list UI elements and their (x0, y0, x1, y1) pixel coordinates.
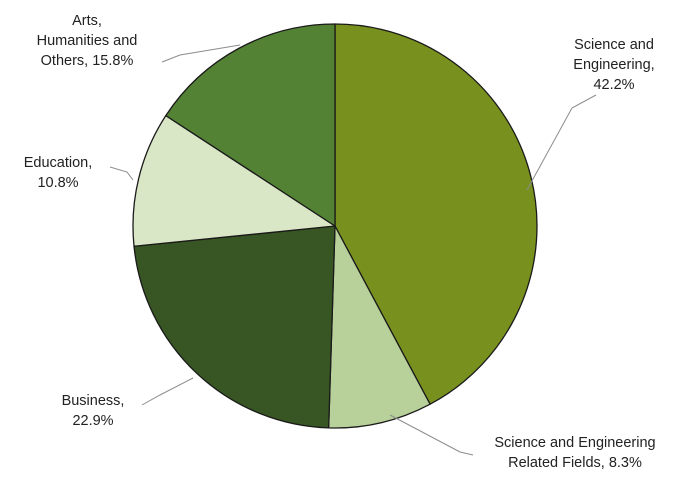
leader-line-education (110, 167, 133, 180)
leader-line-science-and-engineering (527, 95, 596, 190)
data-label-line: 10.8% (37, 175, 78, 191)
data-label-line: Business, (62, 393, 125, 409)
data-label-science-and-engineering-related-fields: Science and Engineering Related Fields, 8… (494, 435, 655, 471)
leader-line-business (142, 378, 193, 405)
pie-slices (133, 24, 537, 428)
data-label-line: 22.9% (72, 413, 113, 429)
data-label-line: Humanities and (37, 33, 138, 49)
data-label-line: Arts, (72, 13, 102, 29)
leader-line-science-and-engineering-related-fields (390, 415, 473, 455)
data-label-arts-humanities-and-others: Arts, Humanities and Others, 15.8% (37, 13, 138, 69)
data-label-line: Science and Engineering (494, 435, 655, 451)
data-label-line: Education, (24, 155, 93, 171)
data-label-line: Related Fields, 8.3% (508, 455, 642, 471)
data-label-business: Business, 22.9% (62, 393, 125, 429)
data-label-line: Others, 15.8% (41, 53, 134, 69)
data-label-line: Engineering, (573, 57, 654, 73)
pie-slice-business (134, 226, 335, 428)
data-label-line: Science and (574, 37, 654, 53)
data-label-education: Education, 10.8% (24, 155, 93, 191)
data-label-science-and-engineering: Science and Engineering, 42.2% (573, 37, 654, 93)
data-label-line: 42.2% (593, 77, 634, 93)
